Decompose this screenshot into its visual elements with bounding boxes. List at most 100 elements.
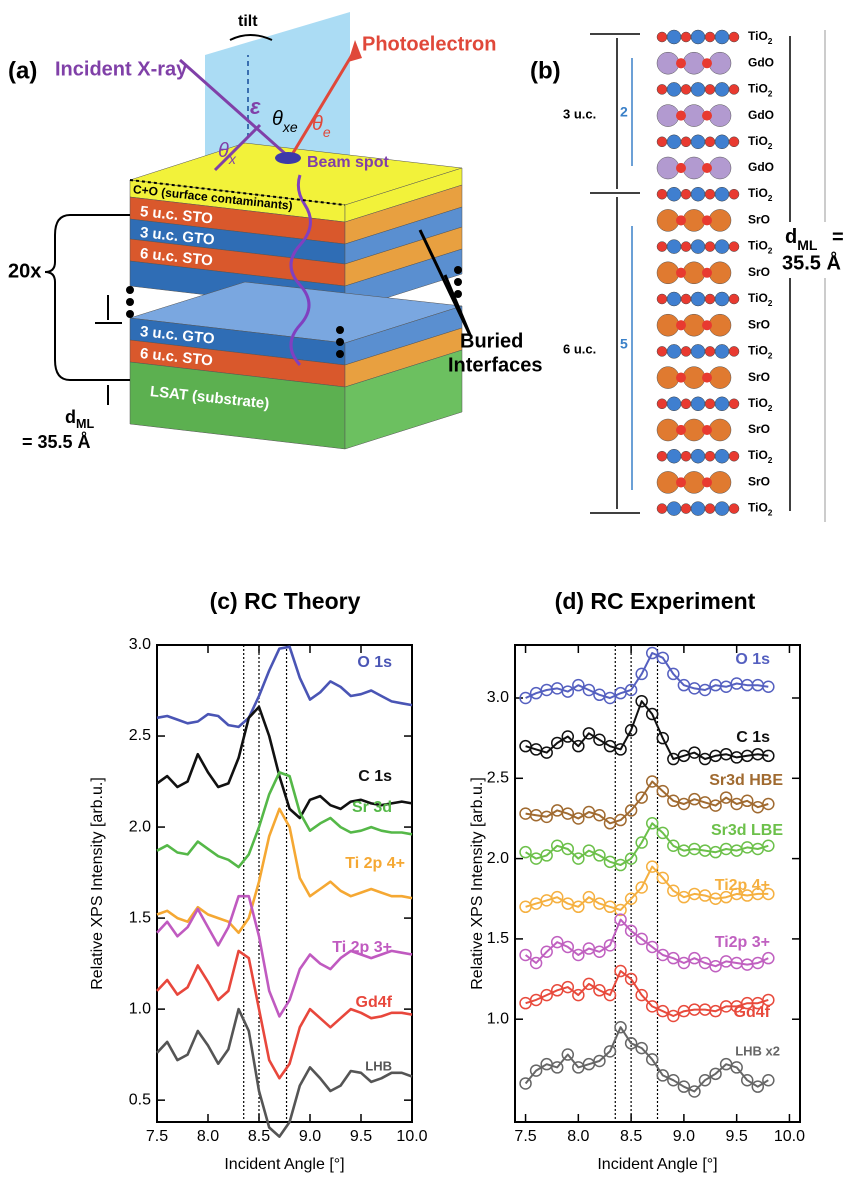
atom — [656, 261, 680, 285]
row-label-sub: 2 — [768, 508, 773, 518]
data-point — [593, 808, 606, 822]
row-label-sub: 2 — [768, 246, 773, 256]
atom — [656, 209, 680, 232]
chart-title: (d) RC Experiment — [555, 588, 756, 614]
beam-spot — [275, 152, 301, 164]
atom — [656, 346, 668, 357]
data-point — [677, 797, 691, 811]
data-point — [645, 1000, 659, 1013]
data-point — [593, 1054, 606, 1068]
row-label: GdO — [748, 160, 774, 174]
dml-label-sub: ML — [76, 417, 94, 431]
data-point — [645, 1053, 659, 1066]
data-point — [688, 951, 701, 965]
atom — [680, 136, 692, 148]
dml-value: 35.5 Å — [782, 250, 841, 274]
data-point — [529, 956, 543, 970]
series-label: LHB — [365, 1058, 392, 1073]
data-point — [582, 890, 596, 904]
photoelectron-beam — [288, 49, 357, 159]
series-label: LHB x2 — [735, 1043, 780, 1058]
y-tick-label: 2.5 — [129, 727, 151, 744]
data-point — [667, 839, 680, 853]
row-label: GdO — [748, 108, 774, 122]
atom — [656, 136, 668, 148]
dml-value: = 35.5 Å — [22, 432, 91, 452]
atom — [682, 51, 706, 75]
atom — [702, 372, 712, 383]
data-point — [656, 784, 670, 798]
data-point — [698, 683, 712, 697]
row-label: TiO2 — [748, 29, 773, 46]
row-label-base: TiO — [748, 134, 768, 148]
atom — [676, 267, 686, 278]
row-label: SrO — [748, 317, 770, 331]
series-line — [524, 918, 769, 968]
data-point — [540, 810, 553, 824]
atom — [704, 84, 716, 95]
row-label: TiO2 — [748, 82, 773, 99]
x-tick-label: 9.5 — [350, 1128, 372, 1145]
panel-label: (a) — [8, 57, 37, 84]
data-point — [550, 736, 564, 750]
data-point — [635, 694, 648, 708]
row-label-base: TiO — [748, 448, 768, 462]
data-point — [561, 842, 575, 856]
data-point — [519, 900, 532, 914]
beam-spot-label: Beam spot — [307, 154, 389, 171]
data-point — [677, 1080, 691, 1093]
series-label: Sr3d HBE — [709, 772, 783, 789]
row-label-base: TiO — [748, 396, 768, 410]
row-label-sub: 2 — [768, 141, 773, 151]
data-point — [667, 884, 680, 897]
atom — [690, 291, 706, 307]
atom — [728, 136, 740, 148]
atom — [728, 188, 740, 200]
dotted-edge — [129, 179, 346, 206]
data-point — [709, 1004, 722, 1018]
theta-xe-sub: xe — [282, 119, 298, 135]
row-label-sub: 2 — [768, 403, 773, 413]
data-point — [561, 1048, 575, 1061]
data-point — [582, 727, 596, 740]
data-point — [572, 678, 585, 692]
theta-e: θe — [312, 113, 331, 139]
data-point — [635, 667, 648, 681]
series-line — [525, 970, 769, 1017]
slab-side — [344, 349, 463, 450]
data-point — [635, 988, 648, 1002]
data-point — [572, 988, 585, 1002]
atom — [728, 293, 740, 305]
buried-label: Interfaces — [448, 354, 543, 376]
data-point — [645, 817, 659, 830]
y-tick-label: 1.0 — [129, 1000, 151, 1017]
data-point — [529, 1064, 543, 1077]
data-point — [582, 977, 596, 991]
x-tick-label: 8.5 — [620, 1128, 642, 1145]
brace — [44, 214, 71, 381]
atom — [666, 291, 682, 307]
data-point — [667, 951, 680, 965]
theta-e-base: θ — [312, 113, 323, 135]
atom — [690, 344, 706, 359]
row-label: TiO2 — [748, 344, 773, 361]
series-label: C 1s — [358, 768, 392, 785]
atom — [704, 31, 716, 43]
series-label: Sr3d LBE — [711, 822, 783, 839]
x-tick-label: 8.5 — [248, 1128, 270, 1145]
layer-stack — [129, 142, 463, 450]
data-point — [519, 996, 532, 1010]
dml-label-sub: ML — [797, 237, 818, 253]
atom — [704, 450, 716, 462]
atom — [690, 29, 706, 45]
arrow-head — [348, 40, 362, 62]
data-point — [561, 980, 575, 994]
atom — [656, 104, 680, 127]
atom — [728, 241, 740, 252]
panel-label: (b) — [530, 57, 561, 84]
data-point — [624, 723, 638, 737]
data-point — [709, 959, 722, 973]
data-point — [762, 797, 775, 811]
cells-label: 3 u.c. — [563, 106, 596, 121]
dml-eq: = — [832, 226, 844, 248]
